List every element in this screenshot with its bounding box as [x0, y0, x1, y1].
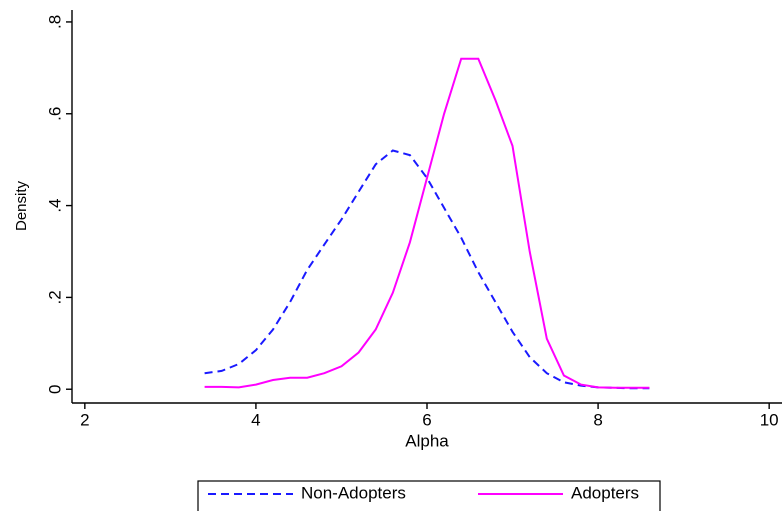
y-tick-label: 0 — [45, 384, 64, 393]
y-tick-label: .2 — [45, 290, 64, 304]
legend — [197, 480, 661, 511]
legend-label: Adopters — [571, 483, 639, 502]
y-tick-label: .6 — [45, 107, 64, 121]
line-series — [204, 57, 650, 389]
x-tick-label: 2 — [80, 410, 89, 429]
y-tick-label: .8 — [45, 15, 64, 29]
x-tick-label: 4 — [251, 410, 260, 429]
y-axis-label: Density — [13, 180, 30, 231]
x-tick-label: 8 — [593, 410, 602, 429]
x-tick-label: 6 — [422, 410, 431, 429]
x-axis-label: Alpha — [405, 431, 449, 450]
line-series — [204, 149, 650, 390]
legend-label: Non-Adopters — [301, 483, 406, 502]
x-tick-label: 10 — [760, 410, 779, 429]
y-tick-label: .4 — [45, 198, 64, 212]
